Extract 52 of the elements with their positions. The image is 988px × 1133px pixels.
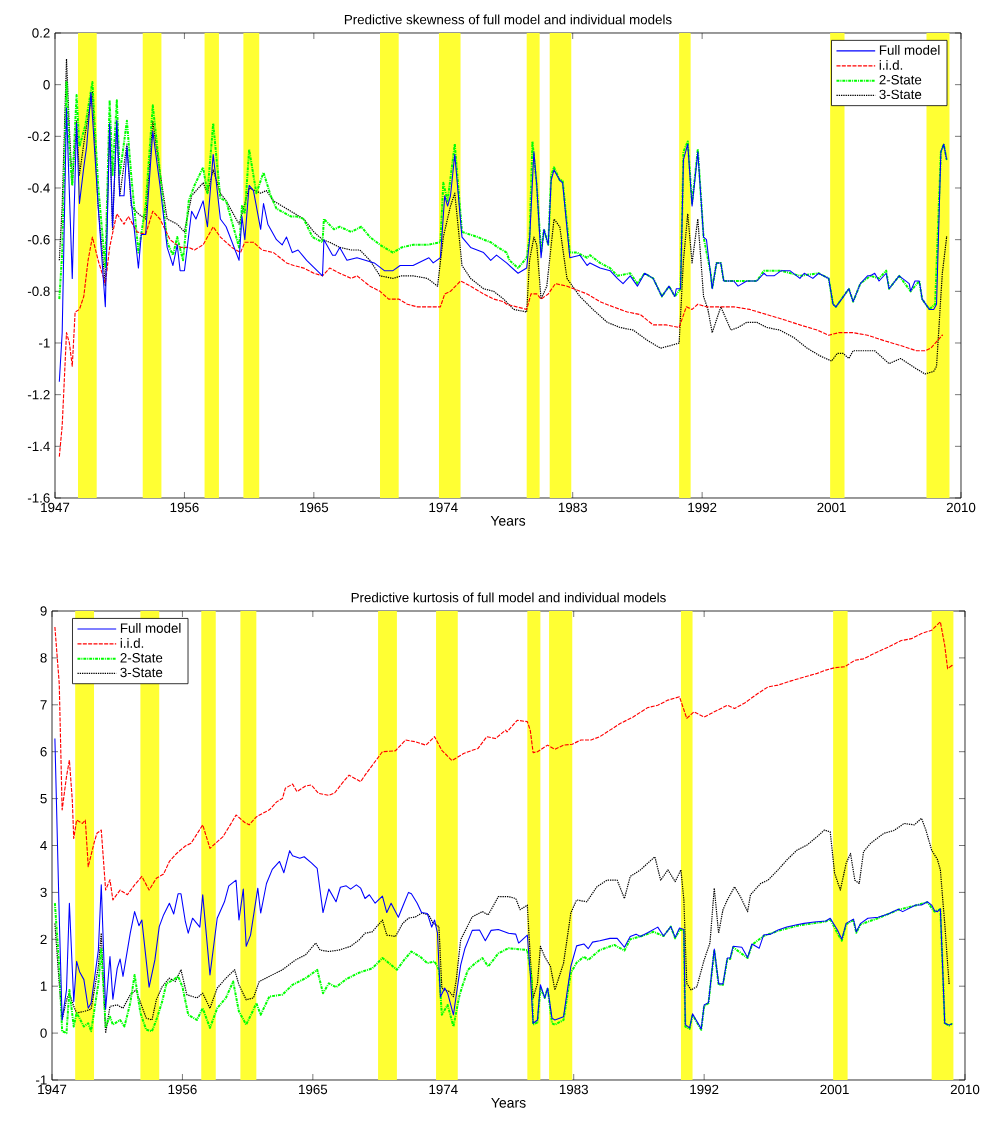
x-tick-label: 2001 bbox=[817, 502, 846, 513]
chart-title: Predictive skewness of full model and individual models bbox=[344, 14, 672, 25]
y-tick-label: -0.4 bbox=[27, 183, 50, 193]
x-tick-label: 1956 bbox=[168, 1084, 197, 1095]
x-tick-label: 2010 bbox=[950, 1084, 980, 1095]
x-tick-label: 1983 bbox=[558, 502, 587, 513]
x-tick-label: 1965 bbox=[299, 1084, 328, 1095]
y-tick-label: 7 bbox=[40, 700, 47, 710]
x-tick-label: 1965 bbox=[300, 502, 329, 513]
y-tick-label: -1 bbox=[36, 1075, 47, 1085]
y-tick-label: 4 bbox=[40, 840, 47, 851]
y-tick-label: 6 bbox=[40, 746, 47, 757]
y-tick-label: 5 bbox=[40, 793, 47, 804]
y-tick-label: 0.2 bbox=[32, 28, 50, 38]
x-tick-label: 1974 bbox=[429, 502, 458, 513]
x-tick-label: 1947 bbox=[38, 1084, 67, 1095]
x-axis-title: Years bbox=[490, 515, 526, 526]
y-tick-label: -1 bbox=[39, 338, 50, 348]
legend-label: 3-State bbox=[879, 89, 922, 100]
line-series bbox=[53, 901, 953, 1035]
x-tick-label: 1992 bbox=[690, 1084, 719, 1095]
y-tick-label: 3 bbox=[40, 887, 47, 898]
legend-label: Full model bbox=[120, 623, 181, 633]
y-tick-label: 0 bbox=[43, 79, 50, 90]
x-tick-label: 1974 bbox=[429, 1084, 458, 1095]
x-tick-label: 1983 bbox=[559, 1084, 588, 1095]
x-tick-label: 1956 bbox=[170, 502, 199, 513]
y-tick-label: 0 bbox=[40, 1028, 47, 1038]
y-tick-label: -0.6 bbox=[27, 234, 50, 245]
legend-label: 3-State bbox=[120, 667, 163, 678]
y-tick-label: 1 bbox=[40, 981, 47, 991]
line-series bbox=[54, 738, 953, 1030]
x-axis-title: Years bbox=[491, 1097, 526, 1108]
y-tick-label: -1.2 bbox=[27, 390, 50, 400]
legend-label: 2-State bbox=[120, 653, 163, 663]
legend-label: 2-State bbox=[879, 75, 922, 85]
x-tick-label: 2010 bbox=[946, 502, 976, 513]
legend-label: Full model bbox=[879, 45, 940, 55]
y-tick-label: -0.2 bbox=[27, 131, 50, 142]
y-tick-label: -1.6 bbox=[27, 493, 50, 503]
x-tick-label: 1947 bbox=[41, 502, 70, 513]
chart-title: Predictive kurtosis of full model and individual models bbox=[351, 592, 666, 603]
x-tick-label: 1992 bbox=[688, 502, 717, 513]
y-tick-label: -0.8 bbox=[27, 286, 50, 297]
y-tick-label: -1.4 bbox=[27, 441, 50, 451]
y-tick-label: 8 bbox=[40, 653, 47, 663]
legend-label: i.i.d. bbox=[120, 638, 144, 648]
y-tick-label: 9 bbox=[40, 606, 47, 616]
legend-label: i.i.d. bbox=[879, 60, 903, 70]
line-series bbox=[54, 621, 953, 901]
y-tick-label: 2 bbox=[40, 934, 47, 944]
x-tick-label: 2001 bbox=[820, 1084, 849, 1095]
